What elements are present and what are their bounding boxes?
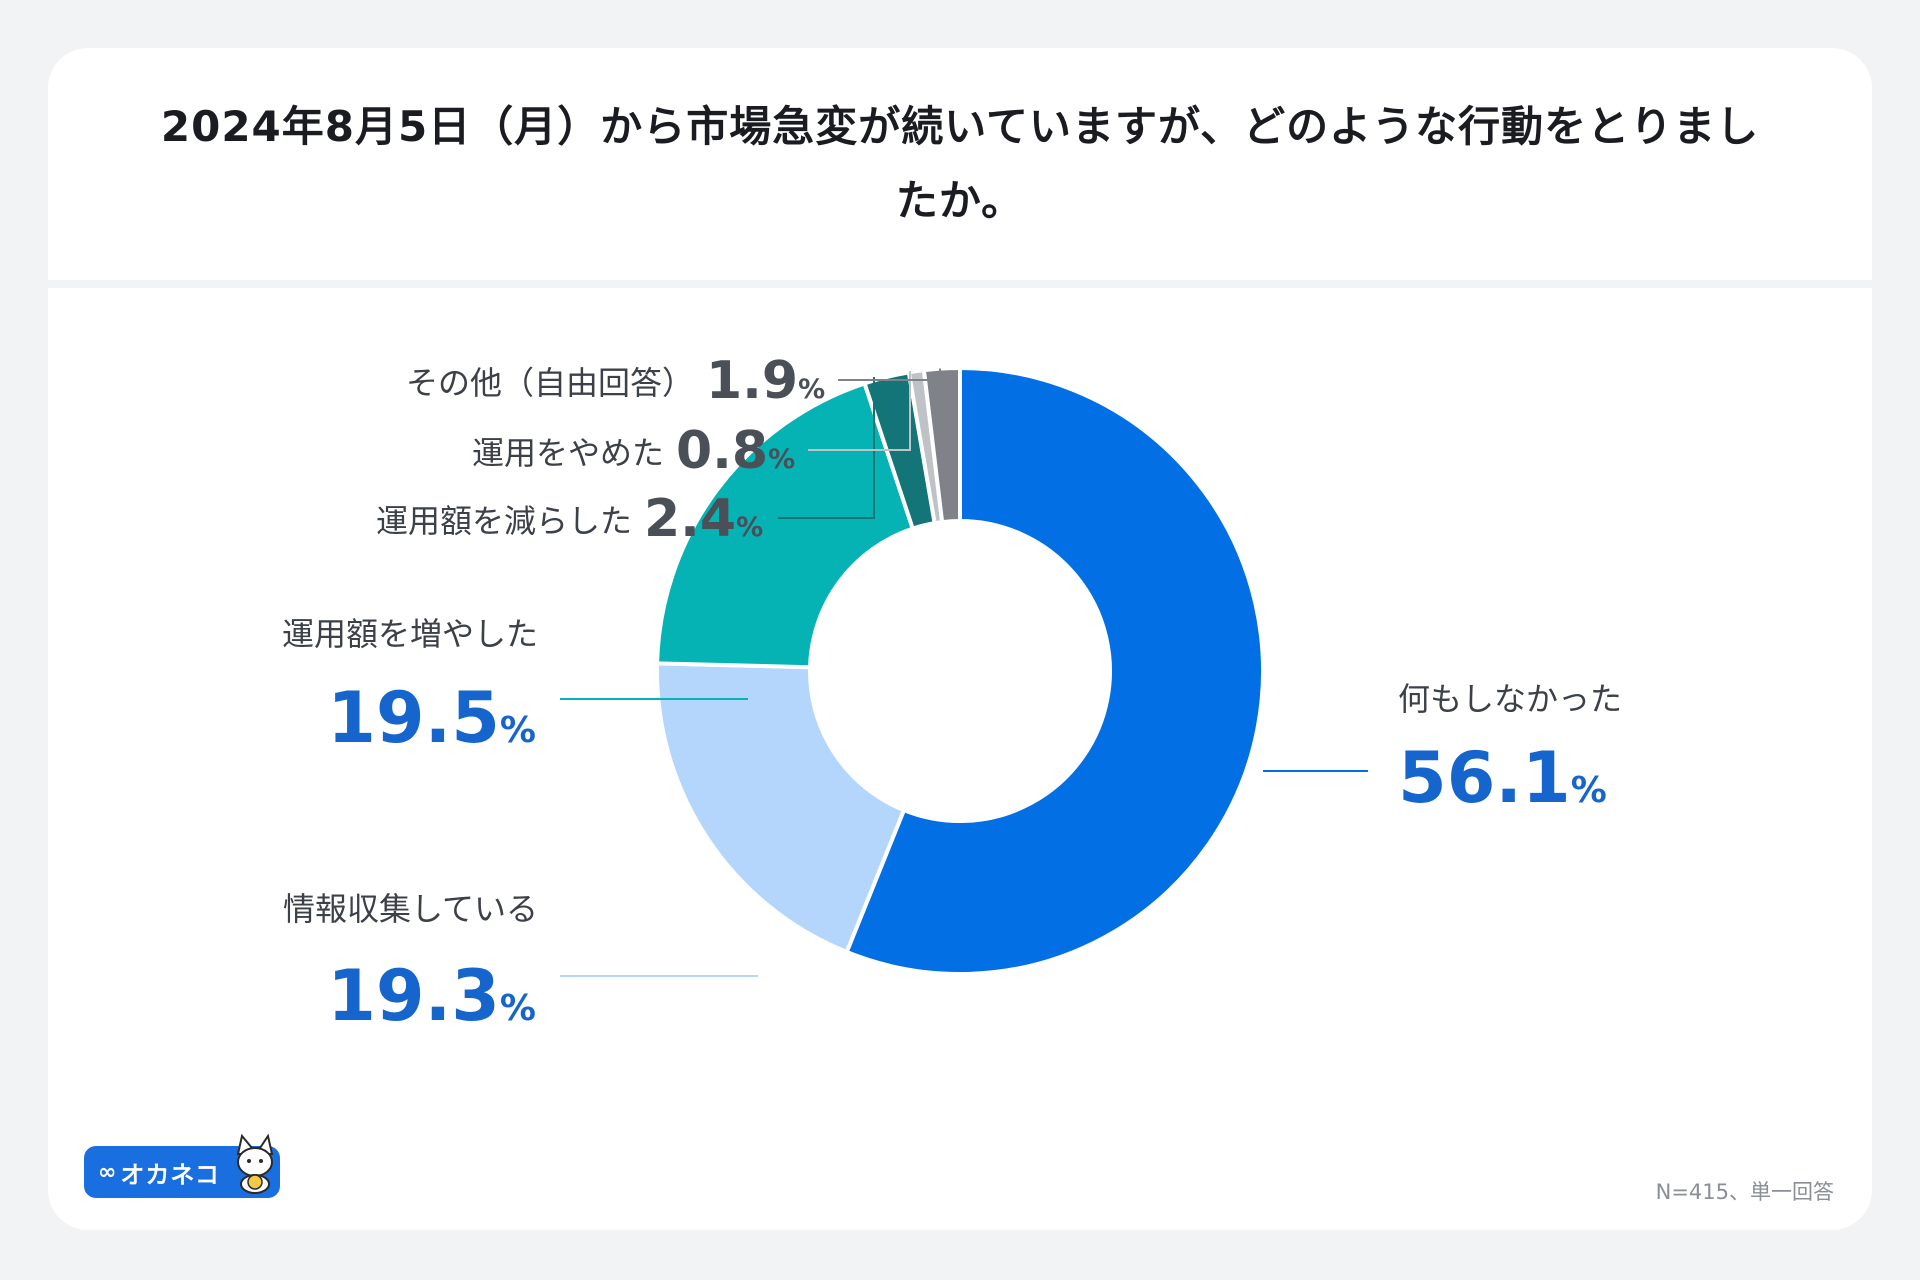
slice-value: 0.8% [676,421,795,481]
sample-note: N=415、単一回答 [1655,1180,1834,1204]
leader-line [808,371,911,451]
donut-chart: 何もしなかった 56.1% 情報収集している 19.3% 運用額を増やした 19.5% 運用… [282,351,1622,1037]
slice-value: 56.1% [1398,737,1607,819]
brand-logo: ∞ オカネコ [84,1133,280,1198]
slice-label: 運用をやめた [472,434,664,472]
slice-label: 何もしなかった [1398,680,1622,718]
slice-label: 運用額を減らした [376,502,632,540]
chart-card: 2024年8月5日（月）から市場急変が続いていますが、どのような行動をとりました… [48,48,1872,1230]
leader-line [778,377,875,519]
cat-icon [236,1133,274,1194]
leader-line [838,368,941,381]
slice-value: 1.9% [706,351,825,411]
slice-value: 19.3% [327,955,536,1037]
brand-name: オカネコ [120,1160,220,1189]
slice-value: 2.4% [644,489,763,549]
donut-slice [921,365,962,525]
header-divider [48,280,1872,288]
chart-title: 2024年8月5日（月）から市場急変が続いていますが、どのような行動をとりました… [160,102,1760,225]
donut-slice [655,661,907,955]
slice-label: その他（自由回答） [406,364,694,402]
slice-value: 19.5% [327,677,536,759]
chart-header: 2024年8月5日（月）から市場急変が続いていますが、どのような行動をとりました… [48,48,1872,280]
donut-slice [655,380,916,670]
donut-slice [844,365,1265,976]
slice-label: 情報収集している [283,890,538,928]
infinity-icon: ∞ [98,1159,116,1185]
slice-label: 運用額を増やした [282,615,538,653]
